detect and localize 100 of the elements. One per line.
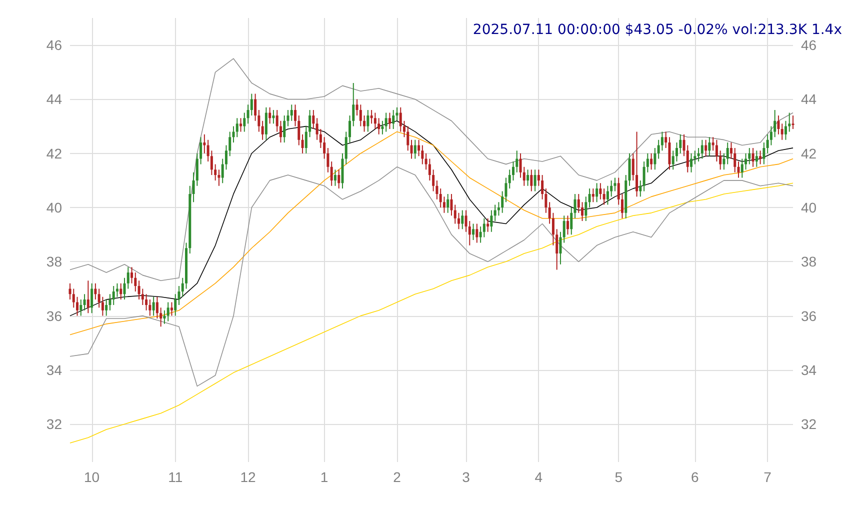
candlestick	[792, 115, 794, 129]
candlestick	[446, 194, 450, 213]
y2-tick-label: 32	[801, 416, 817, 432]
candlestick	[486, 218, 490, 232]
candlestick	[414, 140, 416, 159]
y2-tick-label: 36	[801, 308, 817, 324]
x-tick-label: 5	[614, 469, 623, 485]
x-tick-label: 6	[691, 469, 700, 485]
candlestick	[584, 196, 588, 222]
candlestick	[290, 104, 293, 121]
candlestick	[784, 120, 787, 140]
candlestick	[240, 118, 242, 132]
chart-title: 2025.07.11 00:00:00 $43.05 -0.02% vol:213.3K 1.4x	[472, 22, 842, 38]
y-tick-label: 38	[46, 254, 62, 270]
candlestick	[304, 126, 308, 154]
candlestick	[490, 210, 493, 232]
candlestick	[384, 112, 388, 132]
candlestick	[170, 302, 173, 316]
candlestick	[388, 112, 391, 129]
y2-tick-label: 42	[801, 145, 817, 162]
candlestick	[301, 134, 304, 154]
candlestick	[774, 110, 776, 138]
candlestick	[704, 140, 708, 156]
candlestick	[596, 183, 598, 202]
y-tick-label: 40	[46, 200, 62, 216]
candlestick	[163, 310, 166, 324]
x-tick-label: 11	[168, 469, 183, 485]
candlestick	[762, 142, 766, 164]
candlestick	[366, 110, 370, 132]
candlestick	[334, 170, 336, 186]
y2-tick-label: 38	[801, 254, 817, 270]
y2-tick-label: 34	[801, 362, 817, 378]
candlestick	[338, 170, 340, 189]
x-tick-label: 12	[240, 469, 256, 485]
y-tick-label: 44	[46, 91, 62, 108]
x-tick-label: 7	[764, 469, 772, 485]
candlestick	[592, 188, 594, 202]
candlestick	[236, 118, 238, 138]
candlestick	[606, 186, 609, 205]
candlestick	[679, 134, 682, 154]
line-series	[70, 166, 794, 387]
candlestick	[181, 278, 184, 297]
candlestick	[700, 140, 704, 159]
candlestick	[737, 161, 740, 178]
candlestick	[777, 115, 780, 134]
y-tick-label: 42	[46, 145, 62, 162]
candlestick	[734, 148, 736, 172]
candlestick	[76, 296, 79, 316]
candlestick	[574, 194, 576, 218]
x-tick-label: 4	[534, 469, 543, 485]
x-tick-label: 1	[320, 469, 328, 485]
candlestick	[476, 224, 478, 243]
candlestick	[83, 294, 86, 310]
candlestick	[156, 296, 158, 319]
candlestick	[588, 188, 591, 208]
candlestick	[363, 115, 366, 132]
y2-tick-label: 44	[801, 91, 817, 108]
y-tick-label: 46	[46, 37, 62, 54]
candlestick	[556, 229, 558, 270]
candlestick	[690, 153, 693, 172]
candlestick	[264, 107, 268, 140]
candlestick	[632, 153, 634, 180]
y-tick-label: 34	[46, 362, 62, 378]
candlestick	[344, 132, 348, 164]
candlestick	[312, 110, 315, 129]
candlestick	[577, 194, 580, 213]
candlestick	[599, 183, 602, 200]
candlestick	[381, 120, 384, 134]
candlestick	[759, 150, 762, 164]
candlestick	[562, 216, 566, 243]
y2-tick-label: 40	[801, 200, 817, 216]
candlestick	[399, 107, 402, 132]
candlestick	[581, 202, 584, 222]
candlestick	[461, 210, 464, 230]
candlestick	[472, 224, 475, 240]
x-tick-label: 2	[393, 469, 402, 485]
candlestick	[740, 158, 744, 178]
candlestick	[650, 153, 653, 170]
candlestick	[559, 232, 562, 264]
candlestick	[526, 170, 530, 186]
candlestick	[628, 153, 631, 186]
candlestick	[537, 170, 540, 186]
candlestick	[90, 283, 94, 314]
candlestick	[341, 153, 344, 189]
candlestick	[654, 148, 656, 170]
candlestick	[378, 118, 380, 134]
candlestick	[788, 112, 791, 132]
candlestick	[566, 216, 569, 235]
line-series	[70, 58, 794, 282]
candlestick	[308, 110, 312, 138]
y-tick-label: 36	[46, 308, 62, 324]
candlestick	[494, 204, 496, 222]
candlestick	[261, 120, 264, 140]
candlestick	[374, 112, 376, 129]
candlestick	[722, 153, 726, 170]
candlestick	[86, 280, 90, 314]
candlestick	[730, 142, 732, 159]
y2-tick-label: 46	[801, 37, 817, 54]
candlestick	[636, 132, 638, 197]
candlestick	[715, 140, 718, 162]
